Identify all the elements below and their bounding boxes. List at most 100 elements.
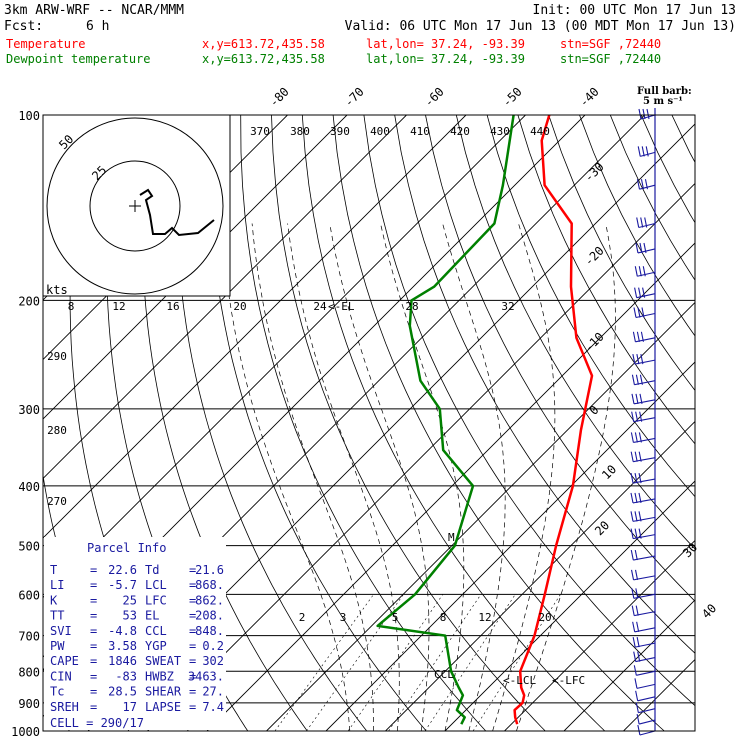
melting-level-marker: M	[448, 531, 455, 544]
parcel-param-name: Tc	[50, 685, 64, 699]
wind-barb-shaft	[635, 657, 656, 663]
pressure-tick-label: 1000	[11, 725, 40, 739]
theta-label: 290	[47, 350, 67, 363]
isotherm-line	[147, 182, 695, 731]
pressure-tick-label: 100	[18, 109, 40, 123]
ccl-marker: CCL	[434, 668, 454, 681]
wind-barb	[637, 724, 656, 736]
legend-xy: x,y=613.72,435.58	[202, 37, 325, 51]
wind-barb-flag	[634, 569, 639, 580]
wind-barb-shaft	[638, 708, 656, 714]
plot-frame	[42, 114, 696, 732]
wind-barb-shaft	[640, 114, 656, 120]
lfc-marker: <-LFC	[552, 674, 585, 687]
wind-barb-flag	[631, 393, 635, 404]
parcel-equals: =	[189, 563, 196, 577]
parcel-param-name: CIN	[50, 669, 72, 683]
dry-adiabat-line	[301, 115, 606, 731]
temperature-line	[513, 115, 594, 725]
wind-barb	[637, 146, 656, 157]
pressure-tick-label: 900	[18, 697, 40, 711]
wind-barb-flag	[636, 331, 640, 342]
legend-series-name: Dewpoint temperature	[6, 52, 151, 66]
dewpoint-line	[376, 115, 515, 725]
wind-barb-flag	[635, 690, 639, 701]
wind-barb-shaft	[636, 293, 656, 299]
parcel-equals: =	[90, 669, 97, 683]
wind-barb-flag	[633, 651, 637, 662]
wind-barb-flag	[631, 374, 635, 385]
parcel-row: SVI = -4.8 CCL =848.	[50, 624, 224, 638]
isotherm-line	[385, 420, 695, 731]
wind-barb-flag	[635, 242, 639, 254]
parcel-param-name: T	[50, 563, 57, 577]
wind-barb-flag	[630, 549, 634, 561]
isotherm-line	[623, 658, 695, 731]
wind-barb	[630, 569, 656, 581]
wind-barb-flag	[631, 588, 635, 599]
parcel-param-name: SWEAT	[145, 654, 181, 668]
wind-barb	[636, 179, 656, 190]
parcel-param-value: 27.	[202, 685, 224, 699]
pressure-tick-label: 800	[18, 665, 40, 679]
wind-barb	[636, 217, 656, 229]
parcel-cell: CELL = 290/17	[50, 716, 144, 730]
parcel-param-name: CAPE	[50, 654, 79, 668]
wind-barb-flag	[642, 108, 646, 120]
parcel-param-name: LAPSE	[145, 700, 181, 714]
parcel-row: TT = 53 EL =208.	[50, 609, 224, 623]
wind-barb	[635, 690, 656, 702]
parcel-row: SREH = 17 LAPSE = 7.4	[50, 700, 224, 714]
parcel-row: T = 22.6 Td =21.6	[50, 563, 224, 577]
wind-barb-flag	[638, 472, 642, 484]
speed-axis-label: 32	[501, 300, 514, 313]
wind-barb	[631, 374, 656, 386]
el-marker: <-EL	[328, 300, 355, 313]
dry-adiabat-line	[609, 115, 695, 281]
wind-barb	[635, 702, 656, 714]
full-barb-unit: 5 m s⁻¹	[643, 96, 683, 107]
wind-barb-flag	[639, 393, 643, 404]
speed-axis-label: 8	[68, 300, 75, 313]
mixing-ratio-line	[274, 594, 374, 731]
legend-latlon: lat,lon= 37.24, -93.39	[366, 37, 525, 51]
wind-barb-shaft	[637, 696, 656, 702]
parcel-row: CIN = -83 HWBZ =3463.	[50, 669, 224, 683]
theta-label: 270	[47, 495, 67, 508]
isotherm-label: -70	[342, 85, 367, 110]
init-time: Init: 00 UTC Mon 17 Jun 13	[533, 3, 737, 18]
parcel-param-name: LCL	[145, 578, 167, 592]
moist-adiabat-line	[516, 223, 616, 731]
isotherm-line	[444, 480, 695, 731]
wind-barb-flag	[638, 432, 642, 443]
wind-barb-flag	[637, 146, 641, 157]
wind-barb-flag	[638, 492, 642, 504]
wind-barb-flag	[638, 528, 642, 539]
dry-adiabat-line	[517, 115, 695, 445]
isotherm-label: -80	[267, 85, 292, 110]
lcl-marker: <-LCL	[503, 674, 536, 687]
wind-barb-flag	[635, 588, 639, 599]
wind-barb-flag	[634, 266, 638, 277]
wind-barb	[634, 678, 656, 689]
isotherm-line	[563, 599, 695, 731]
dry-adiabat-line	[363, 115, 695, 707]
mixing-ratio-line	[472, 594, 561, 731]
wind-barb-flag	[631, 605, 635, 616]
wind-barb-flag	[630, 472, 634, 484]
wind-barb-flag	[638, 266, 642, 277]
isotherm-line	[43, 115, 526, 599]
mixing-ratio-line	[388, 594, 482, 731]
wind-barb-flag	[642, 287, 646, 298]
wind-barb	[632, 637, 656, 648]
wind-barb	[635, 242, 656, 254]
parcel-row: Tc = 28.5 SHEAR = 27.	[50, 685, 224, 699]
wind-barb	[634, 287, 656, 299]
wind-barb-flag	[642, 266, 646, 277]
parcel-equals: =	[189, 685, 196, 699]
parcel-param-value: 208.	[195, 609, 224, 623]
wind-barb-flag	[636, 713, 640, 725]
parcel-param-value: 3463.	[188, 669, 224, 683]
